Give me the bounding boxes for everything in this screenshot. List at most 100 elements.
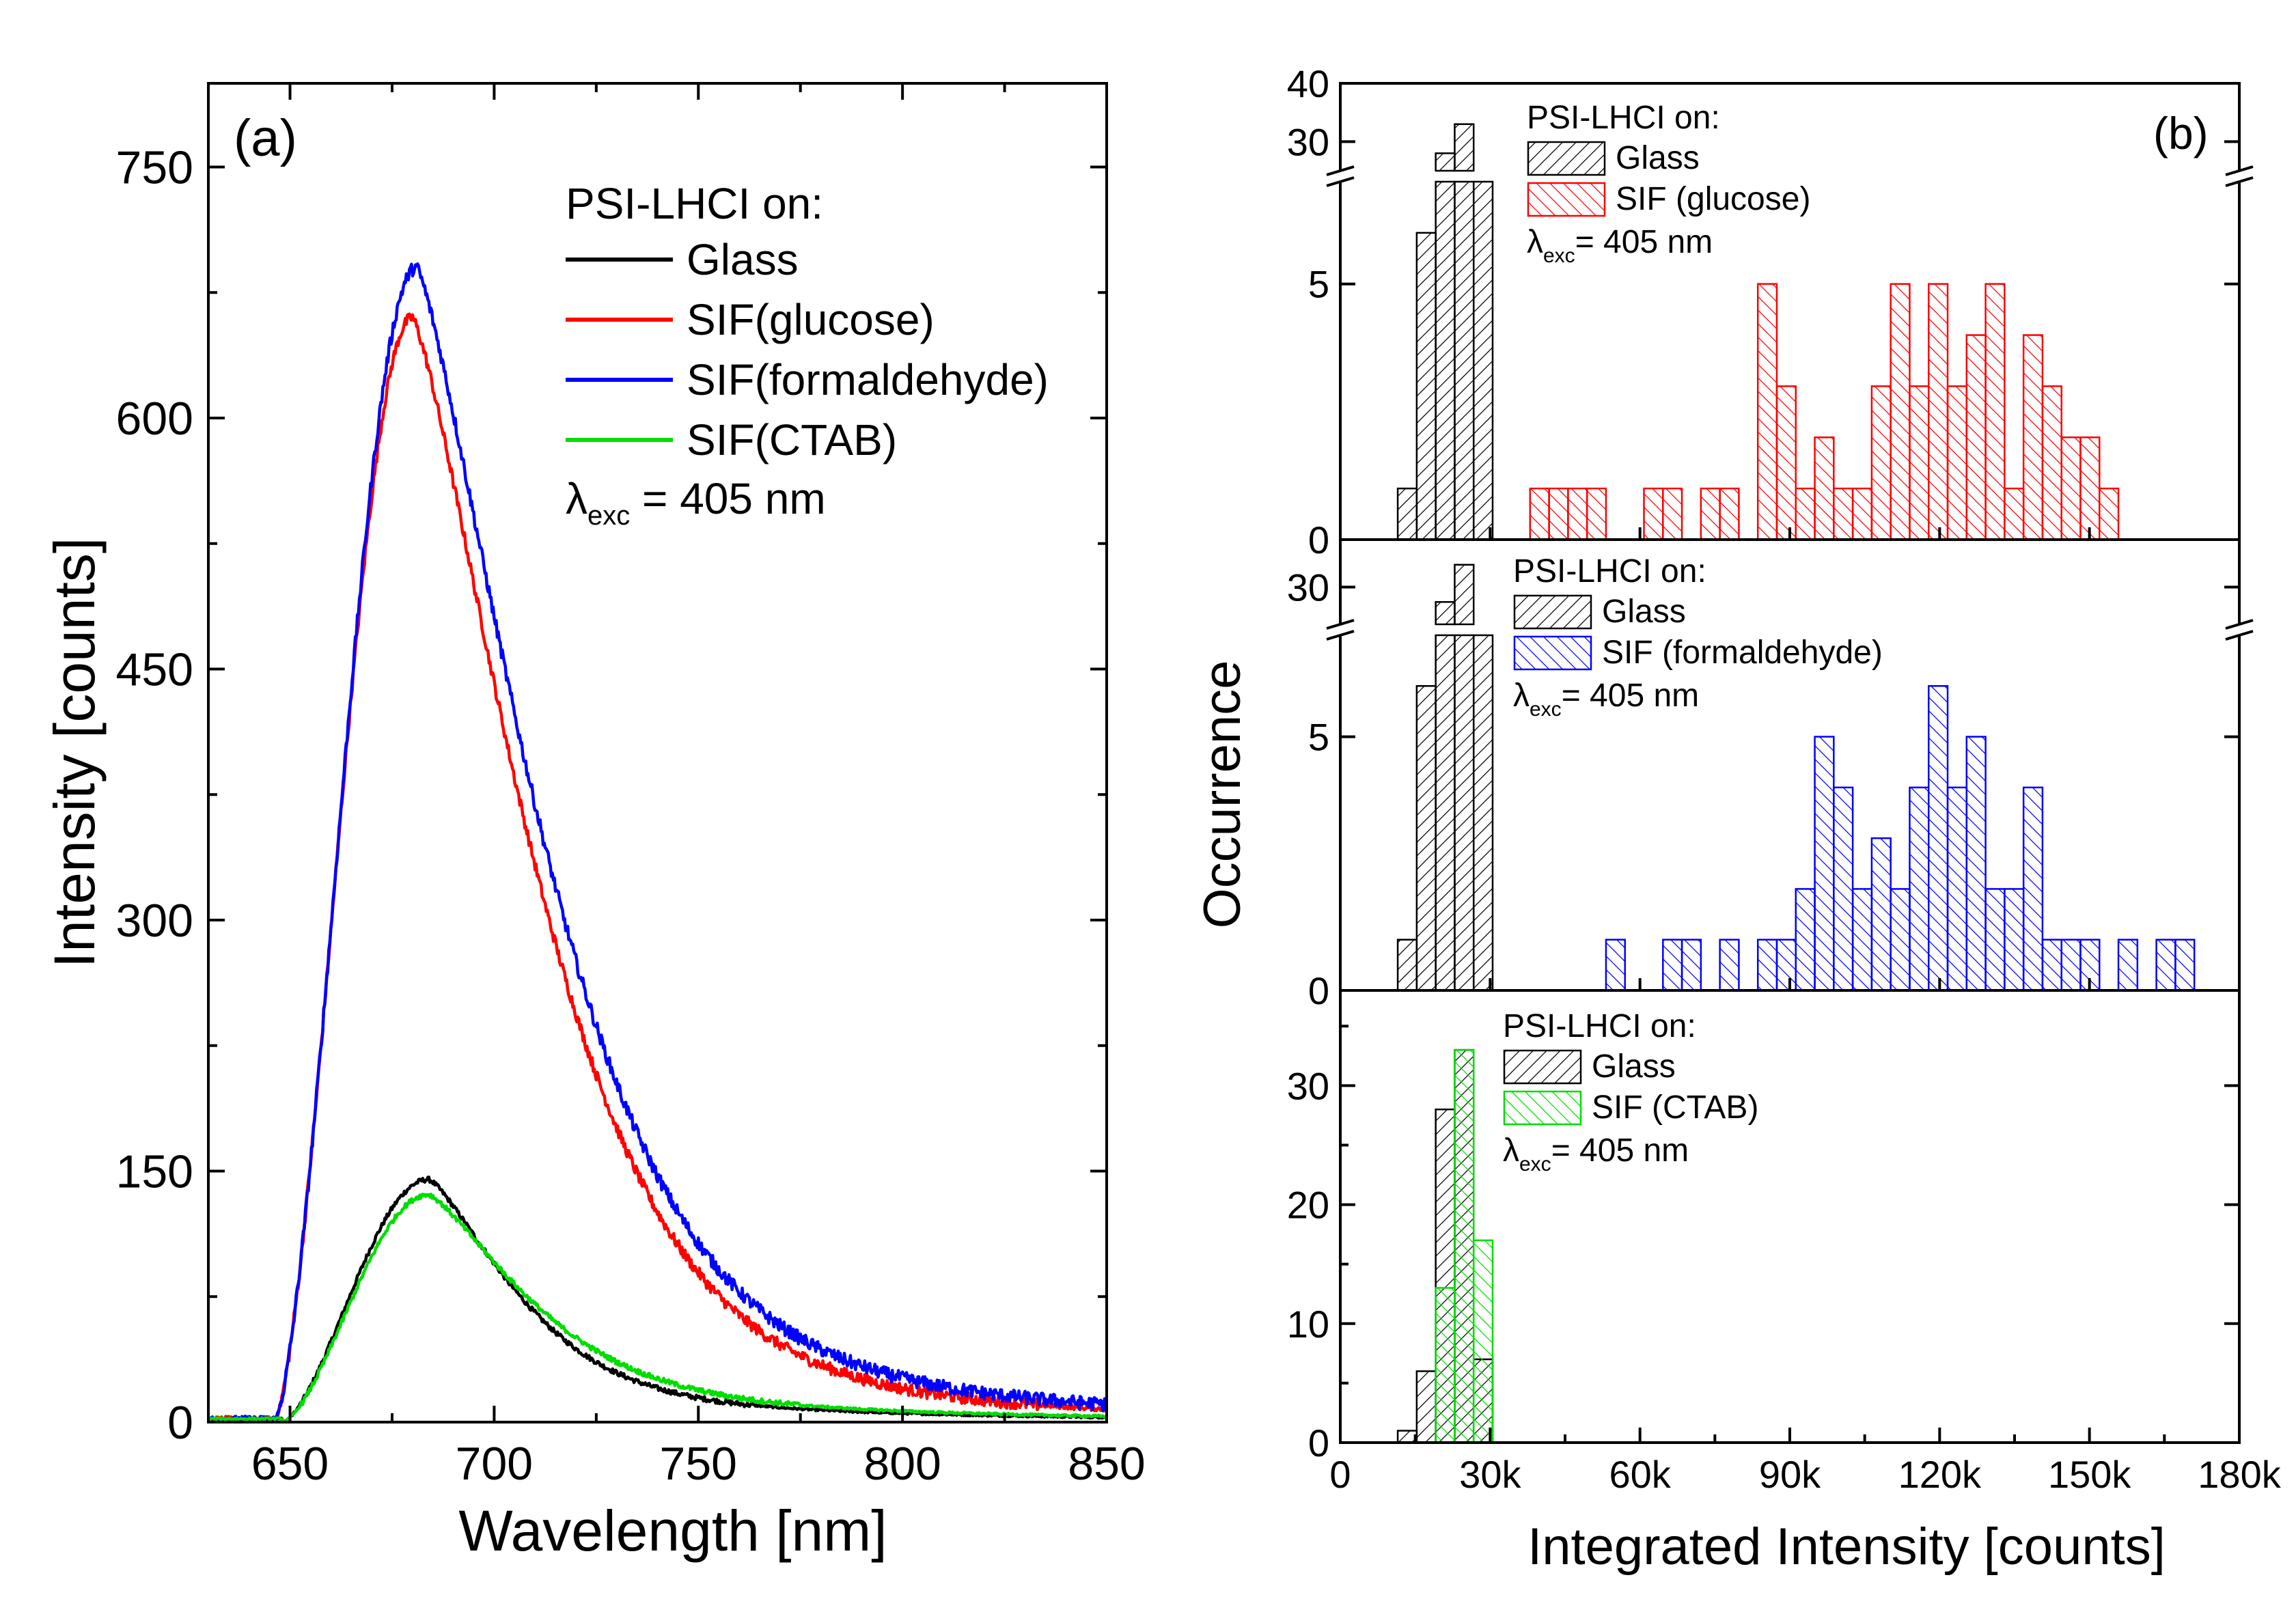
axis-break-mark — [2225, 619, 2254, 630]
histogram-bar-glucose — [1756, 283, 1778, 541]
histogram-y-tick-label: 30 — [1287, 120, 1329, 163]
formaldehyde-legend-title: PSI-LHCI on: — [1513, 553, 1706, 589]
histogram-bar-glucose — [1662, 487, 1683, 541]
spectrum-x-axis-label: Wavelength [nm] — [458, 1499, 887, 1563]
spectrum-ticks: 650 700 750 800 850 0 150 300 450 600 750 — [116, 83, 1146, 1490]
histogram-y-tick-label: 5 — [1308, 263, 1329, 306]
histogram-bar-formaldehyde — [2022, 786, 2044, 992]
glucose-legend-swatch-glass — [1527, 141, 1606, 176]
glucose-excitation-text: = 405 nm — [1575, 224, 1713, 260]
panel-a-label: (a) — [234, 109, 297, 167]
spectrum-y-tick-label: 150 — [116, 1146, 193, 1198]
histogram-bar-glucose — [1890, 283, 1911, 541]
histogram-y-tick-label: 0 — [1308, 969, 1329, 1012]
histogram-bar-formaldehyde — [1396, 939, 1418, 992]
glucose-legend-title: PSI-LHCI on: — [1527, 100, 1720, 136]
histogram-bar-glucose — [1870, 385, 1892, 541]
spectrum-x-tick-label: 650 — [251, 1438, 329, 1490]
histogram-bar-formaldehyde — [1833, 786, 1854, 992]
histogram-bar-formaldehyde — [1909, 786, 1930, 992]
histogram-bar-glucose — [1814, 436, 1835, 541]
histogram-bar-lower-glucose — [1454, 180, 1475, 541]
ctab-excitation-annotation: λexc= 405 nm — [1503, 1132, 1689, 1176]
histogram-y-tick-label: 0 — [1308, 518, 1329, 561]
histogram-x-tick-label: 30k — [1459, 1453, 1521, 1496]
spectrum-legend-entry: SIF(CTAB) — [687, 415, 897, 464]
axis-break-mark — [1326, 165, 1355, 176]
histogram-bar-glucose — [2060, 436, 2081, 541]
spectrum-legend-entry: SIF(glucose) — [687, 295, 935, 344]
spectrum-legend-title: PSI-LHCI on: — [566, 179, 823, 228]
ctab-legend-sif: SIF (CTAB) — [1592, 1089, 1758, 1126]
spectrum-axes-frame — [207, 82, 1108, 1423]
histogram-bar-upper-formaldehyde — [1454, 564, 1475, 626]
ctab-legend-title: PSI-LHCI on: — [1503, 1008, 1696, 1044]
spectrum-y-axis-label: Intensity [counts] — [42, 538, 107, 968]
panel-b-label: (b) — [2153, 108, 2209, 158]
histogram-bar-formaldehyde — [1775, 939, 1797, 992]
formaldehyde-legend-swatch-glass — [1513, 594, 1592, 630]
histogram-y-tick-label: 30 — [1287, 1064, 1329, 1107]
histogram-bar-glucose — [1396, 487, 1418, 541]
spectrum-y-tick-label: 600 — [116, 393, 193, 445]
histogram-bar-glucose — [2041, 385, 2062, 541]
ctab-excitation-text: = 405 nm — [1551, 1132, 1689, 1169]
histogram-bar-formaldehyde — [2117, 939, 2139, 992]
histogram-y-tick-label: 0 — [1308, 1421, 1329, 1464]
spectrum-panel: 650 700 750 800 850 0 150 300 450 600 750 (a) PSI-… — [42, 82, 1146, 1563]
axis-break-mark — [2225, 176, 2254, 187]
histogram-bar-formaldehyde — [1814, 736, 1835, 992]
histogram-bar-formaldehyde — [1756, 939, 1778, 992]
spectrum-x-tick-label: 850 — [1068, 1438, 1145, 1490]
spectrum-line-sif-formaldehyde — [208, 262, 1107, 1422]
formaldehyde-legend-swatch-sif — [1513, 635, 1592, 671]
histogram-y-tick-label: 40 — [1287, 62, 1329, 105]
spectrum-excitation-lambda: λ — [566, 474, 587, 523]
histogram-x-tick-label: 120k — [1898, 1453, 1982, 1496]
histogram-x-tick-label: 0 — [1329, 1453, 1351, 1496]
histogram-bar-formaldehyde — [1662, 939, 1683, 992]
histogram-bar-ctab — [1415, 1370, 1437, 1444]
axis-break-mark — [1326, 630, 1355, 641]
histogram-bar-glucose — [2099, 487, 2120, 541]
histogram-bar-lower-formaldehyde — [1454, 634, 1475, 992]
spectrum-excitation-sub: exc — [587, 501, 630, 531]
spectrum-y-tick-label: 450 — [116, 644, 193, 696]
histogram-y-tick-label: 10 — [1287, 1303, 1329, 1346]
histogram-bar-ctab — [1472, 1239, 1494, 1444]
histogram-bar-formaldehyde — [2060, 939, 2081, 992]
ctab-legend-swatch-glass — [1503, 1049, 1582, 1085]
spectrum-excitation-text: = 405 nm — [630, 474, 825, 523]
histogram-bar-formaldehyde — [1890, 888, 1911, 992]
formaldehyde-excitation-lambda: λ — [1513, 678, 1530, 714]
histogram-x-tick-label: 60k — [1609, 1453, 1672, 1496]
formaldehyde-excitation-text: = 405 nm — [1562, 678, 1699, 714]
histogram-bar-formaldehyde — [1851, 888, 1873, 992]
histogram-bar-formaldehyde — [2174, 939, 2196, 992]
spectrum-excitation-annotation: λexc = 405 nm — [566, 474, 826, 531]
histogram-x-tick-label: 180k — [2198, 1453, 2281, 1496]
spectrum-line-glass — [208, 1176, 1107, 1422]
histogram-x-axis-label: Integrated Intensity [counts] — [1527, 1518, 2166, 1576]
histogram-y-tick-label: 20 — [1287, 1184, 1329, 1227]
histogram-bar-formaldehyde — [2079, 939, 2101, 992]
histogram-bar-glucose — [1775, 385, 1797, 541]
histogram-bar-glucose — [1586, 487, 1607, 541]
histogram-bar-glucose — [1643, 487, 1664, 541]
histogram-x-tick-label: 150k — [2048, 1453, 2131, 1496]
histogram-bar-formaldehyde — [1680, 939, 1702, 992]
spectrum-y-tick-label: 750 — [116, 142, 193, 194]
ctab-legend-glass: Glass — [1592, 1048, 1676, 1085]
formaldehyde-legend-sif: SIF (formaldehyde) — [1602, 635, 1883, 671]
axis-break-mark — [2225, 630, 2254, 641]
histogram-y-axis-label: Occurrence — [1193, 661, 1251, 929]
histogram-y-tick-label: 5 — [1308, 716, 1329, 759]
glucose-excitation-annotation: λexc= 405 nm — [1527, 224, 1713, 267]
histogram-bar-formaldehyde — [1946, 786, 1968, 992]
histogram-bar-glucose — [1415, 232, 1437, 541]
histogram-bar-formaldehyde — [1795, 888, 1816, 992]
spectrum-x-tick-label: 750 — [660, 1438, 737, 1490]
spectrum-x-tick-label: 800 — [863, 1438, 941, 1490]
histogram-bar-glucose — [1984, 283, 2006, 541]
